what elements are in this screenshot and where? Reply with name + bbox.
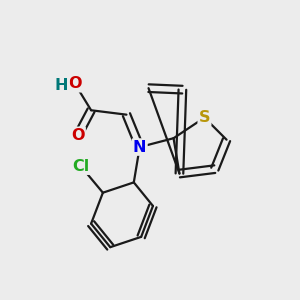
Text: H: H [55, 78, 68, 93]
Text: O: O [68, 76, 82, 91]
Text: Cl: Cl [72, 159, 89, 174]
Text: S: S [199, 110, 210, 125]
Text: O: O [71, 128, 85, 143]
Text: N: N [133, 140, 146, 154]
